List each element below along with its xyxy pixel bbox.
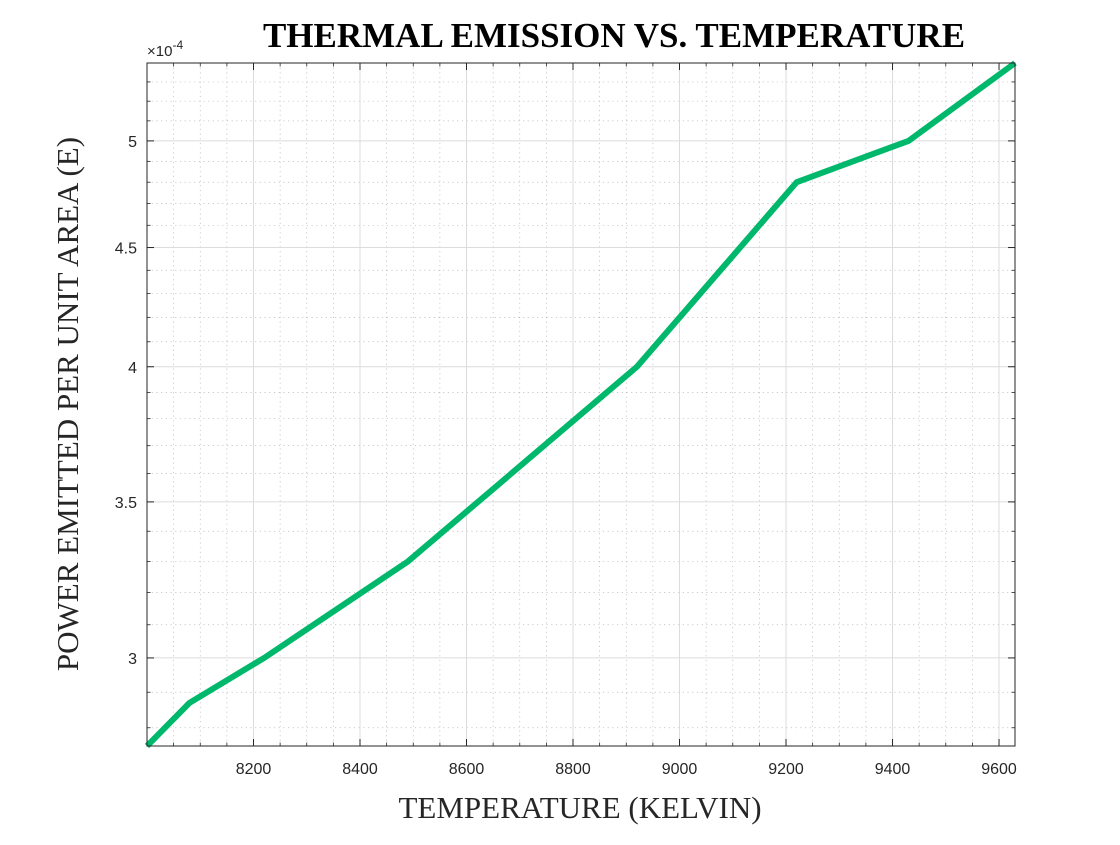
series-layer bbox=[144, 60, 1017, 749]
x-tick-label: 8600 bbox=[449, 761, 485, 778]
x-tick-label: 8800 bbox=[555, 761, 591, 778]
x-tick-labels: 8200 8400 8600 8800 9000 9200 9400 9600 bbox=[236, 761, 1017, 778]
y-tick-label: 4 bbox=[128, 360, 137, 377]
y-exponent-power: -4 bbox=[172, 38, 183, 52]
y-exponent-base: ×10 bbox=[147, 43, 172, 60]
y-tick-label: 5 bbox=[128, 134, 137, 151]
y-tick-label: 3 bbox=[128, 651, 137, 668]
y-tick-label: 3.5 bbox=[115, 495, 137, 512]
y-axis-label: POWER EMITTED PER UNIT AREA (E) bbox=[50, 137, 85, 671]
x-tick-label: 9600 bbox=[981, 761, 1017, 778]
plot-frame bbox=[146, 62, 1016, 747]
x-axis-label: TEMPERATURE (KELVIN) bbox=[398, 790, 761, 825]
x-tick-label: 9000 bbox=[662, 761, 698, 778]
minor-grid bbox=[147, 62, 1015, 746]
x-tick-label: 9200 bbox=[768, 761, 804, 778]
x-tick-label: 9400 bbox=[875, 761, 911, 778]
x-tick-label: 8400 bbox=[342, 761, 378, 778]
major-grid bbox=[147, 63, 1015, 746]
chart-title: THERMAL EMISSION VS. TEMPERATURE bbox=[263, 16, 965, 55]
y-tick-label: 4.5 bbox=[115, 241, 137, 258]
y-exponent: ×10-4 bbox=[147, 38, 183, 60]
y-tick-labels: 3 3.5 4 4.5 5 bbox=[115, 134, 137, 668]
x-tick-label: 8200 bbox=[236, 761, 272, 778]
ticks-layer bbox=[147, 62, 1015, 746]
series-line bbox=[144, 60, 1017, 749]
plot-background bbox=[147, 63, 1015, 746]
